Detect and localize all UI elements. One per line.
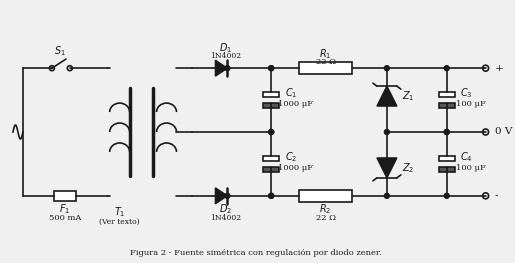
Text: $R_2$: $R_2$ [319,202,332,216]
Text: 22 Ω: 22 Ω [316,214,336,222]
Text: $C_1$: $C_1$ [285,86,297,100]
Circle shape [384,66,389,71]
Text: $C_3$: $C_3$ [460,86,473,100]
Text: Figura 2 - Fuente simétrica con regulación por diodo zener.: Figura 2 - Fuente simétrica con regulaci… [130,249,382,257]
Bar [439,103,455,108]
Bar [439,156,455,161]
Polygon shape [215,60,227,76]
Bar [263,103,279,108]
Text: $S_1$: $S_1$ [54,44,66,58]
Bar [299,190,352,202]
Text: 1000 μF: 1000 μF [278,164,313,172]
Circle shape [384,193,389,198]
Circle shape [444,129,449,134]
Circle shape [444,66,449,71]
Text: $R_1$: $R_1$ [319,47,332,61]
Circle shape [269,193,274,198]
Circle shape [444,129,449,134]
Text: 100 μF: 100 μF [456,100,486,108]
Polygon shape [215,188,227,204]
Text: $C_4$: $C_4$ [460,150,473,164]
Bar [54,191,76,201]
Circle shape [269,129,274,134]
Circle shape [269,193,274,198]
Text: 22 Ω: 22 Ω [316,58,336,66]
Circle shape [269,129,274,134]
Text: 100 μF: 100 μF [456,164,486,172]
Circle shape [269,66,274,71]
Circle shape [444,193,449,198]
Text: $T_1$: $T_1$ [114,205,126,219]
Bar [263,167,279,172]
Bar [439,92,455,97]
Text: $F_1$: $F_1$ [59,202,71,216]
Circle shape [225,193,230,198]
Bar [263,92,279,97]
Text: $D_1$: $D_1$ [219,41,232,55]
Polygon shape [377,86,397,106]
Text: (Ver texto): (Ver texto) [99,218,140,226]
Text: 500 mA: 500 mA [48,214,81,222]
Bar [299,62,352,74]
Text: 1000 μF: 1000 μF [278,100,313,108]
Text: 1N4002: 1N4002 [210,52,241,60]
Text: 0 V: 0 V [494,128,512,136]
Text: +: + [494,64,503,73]
Text: $Z_2$: $Z_2$ [402,161,414,175]
Bar [263,156,279,161]
Text: -: - [494,191,498,200]
Circle shape [225,66,230,71]
Text: 1N4002: 1N4002 [210,214,241,222]
Circle shape [269,66,274,71]
Circle shape [384,129,389,134]
Text: $D_2$: $D_2$ [219,202,232,216]
Text: $Z_1$: $Z_1$ [402,89,415,103]
Polygon shape [377,158,397,178]
Text: $C_2$: $C_2$ [285,150,297,164]
Bar [439,167,455,172]
